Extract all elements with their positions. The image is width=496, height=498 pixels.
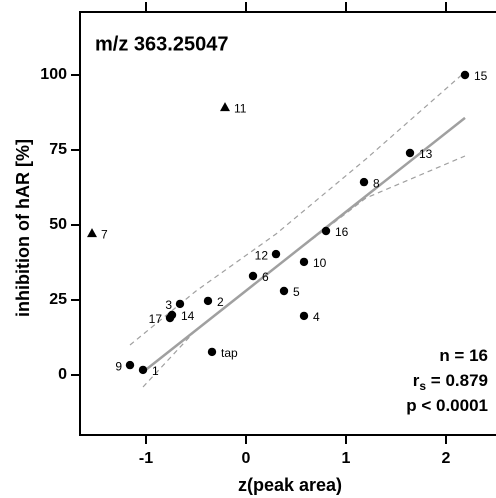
y-tick-label: 50 <box>49 216 67 233</box>
y-axis-label: inhibition of hAR [%] <box>13 139 33 317</box>
point-label: 11 <box>234 101 247 115</box>
stat-line: p < 0.0001 <box>406 396 488 415</box>
confidence-band <box>142 155 466 388</box>
data-point <box>279 286 289 296</box>
point-label: 4 <box>313 310 320 324</box>
point-label: 2 <box>217 295 224 309</box>
data-point <box>175 299 185 309</box>
data-point <box>207 347 217 357</box>
stat-text: p < 0.0001 <box>406 396 488 415</box>
point-label: 7 <box>101 227 108 241</box>
y-tick-label: 100 <box>40 66 67 83</box>
data-point <box>359 177 369 187</box>
y-tick-label: 25 <box>49 291 67 308</box>
confidence-band <box>129 71 466 346</box>
stat-rest: = 0.879 <box>426 371 488 390</box>
data-point <box>299 257 309 267</box>
data-point <box>167 310 177 320</box>
stat-line: rs = 0.879 <box>413 371 488 393</box>
x-tick-label: -1 <box>139 450 153 467</box>
data-point <box>248 271 258 281</box>
point-label: 8 <box>373 176 380 190</box>
data-point <box>321 226 331 236</box>
data-point <box>138 365 148 375</box>
data-point <box>203 296 213 306</box>
data-point <box>87 228 97 238</box>
point-label: 9 <box>115 359 122 373</box>
point-label: 12 <box>255 248 269 262</box>
point-label: tap <box>221 346 238 360</box>
point-label: 17 <box>149 312 163 326</box>
point-label: 15 <box>474 69 488 83</box>
point-label: 1 <box>152 364 159 378</box>
regression-line <box>142 116 466 373</box>
y-tick-label: 75 <box>49 141 67 158</box>
point-label: 16 <box>335 225 349 239</box>
point-label: 13 <box>419 147 433 161</box>
x-axis-label: z(peak area) <box>238 475 342 495</box>
plot-frame <box>79 11 496 436</box>
y-tick-label: 0 <box>58 366 67 383</box>
stat-subscript: s <box>419 379 426 393</box>
data-point <box>299 311 309 321</box>
point-label: 5 <box>293 285 300 299</box>
data-point <box>271 249 281 259</box>
point-label: 14 <box>181 309 195 323</box>
point-label: 10 <box>313 256 327 270</box>
x-tick-label: 1 <box>342 450 351 467</box>
stat-text: r <box>413 371 420 390</box>
data-point <box>460 70 470 80</box>
data-point <box>405 148 415 158</box>
x-tick-label: 0 <box>242 450 251 467</box>
x-tick-label: 2 <box>442 450 451 467</box>
point-label: 3 <box>165 298 172 312</box>
stat-text: n = 16 <box>439 346 488 365</box>
data-point <box>220 102 230 112</box>
point-label: 6 <box>262 270 269 284</box>
stat-line: n = 16 <box>439 346 488 365</box>
data-point <box>125 360 135 370</box>
chart-title: m/z 363.25047 <box>95 33 228 55</box>
